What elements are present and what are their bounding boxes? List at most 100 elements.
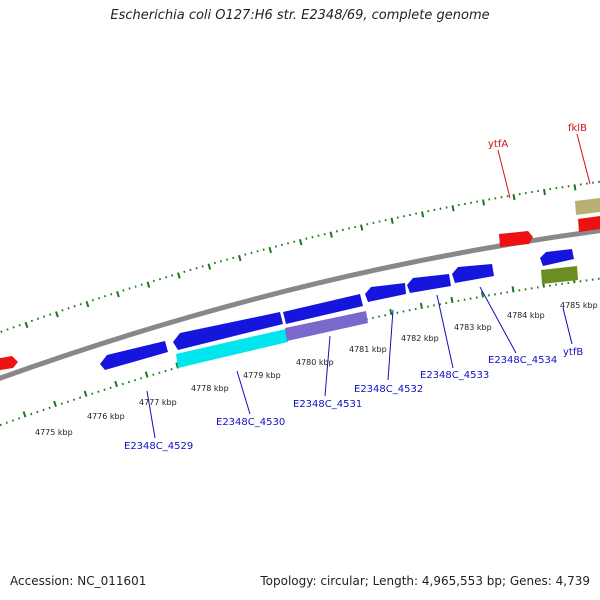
inner-tick	[109, 386, 112, 390]
outer-tick	[189, 268, 192, 272]
inner-tick	[97, 390, 100, 393]
outer-tick	[299, 239, 303, 246]
outer-tick	[49, 313, 52, 316]
outer-tick	[158, 277, 162, 281]
outer-tick	[128, 287, 131, 290]
gene-label-E2348C_4531[interactable]: E2348C_4531	[293, 399, 362, 410]
inner-tick	[140, 377, 143, 380]
outer-tick	[165, 276, 168, 279]
outer-tick	[122, 289, 125, 292]
feature-olive-region[interactable]	[541, 266, 578, 284]
leader-E2348C_4531	[324, 335, 331, 397]
inner-tick	[103, 388, 106, 391]
feature-fklB-tan[interactable]	[575, 198, 600, 215]
outer-tick	[256, 250, 259, 253]
outer-tick	[274, 245, 277, 248]
outer-tick	[451, 205, 455, 212]
gene-label-E2348C_4530[interactable]: E2348C_4530	[216, 417, 285, 428]
inner-tick	[144, 371, 149, 378]
scale-label: 4781 kbp	[349, 345, 387, 354]
inner-tick	[152, 373, 155, 376]
outer-tick	[177, 272, 181, 279]
outer-tick	[55, 311, 59, 318]
feature-cyan-region[interactable]	[176, 329, 288, 368]
outer-tick	[543, 188, 546, 196]
outer-tick	[61, 309, 64, 312]
outer-tick	[104, 295, 107, 298]
feature-purple-region[interactable]	[285, 311, 368, 341]
outer-tick	[18, 323, 21, 327]
inner-tick	[5, 421, 8, 424]
inner-tick	[170, 368, 173, 371]
outer-tick	[201, 265, 204, 268]
scale-label: 4778 kbp	[191, 384, 229, 393]
outer-tick	[262, 248, 265, 251]
outer-tick	[183, 270, 186, 273]
outer-tick	[6, 328, 9, 331]
outer-tick	[219, 260, 223, 263]
outer-tick	[482, 199, 486, 206]
outer-tick	[73, 305, 76, 308]
inner-tick	[114, 380, 118, 388]
outer-tick	[30, 319, 34, 323]
inner-tick	[30, 412, 33, 416]
outer-tick	[24, 321, 29, 329]
outer-tick	[36, 317, 40, 320]
leader-fklB	[576, 133, 591, 185]
inner-tick	[36, 410, 39, 414]
gene-label-ytfB[interactable]: ytfB	[563, 347, 583, 358]
scale-label: 4780 kbp	[296, 358, 334, 367]
inner-tick	[72, 398, 76, 401]
scale-label: 4777 kbp	[139, 398, 177, 407]
feature-left-red[interactable]	[0, 356, 18, 371]
feature-ytfA[interactable]	[499, 231, 533, 247]
gene-label-E2348C_4532[interactable]: E2348C_4532	[354, 384, 423, 395]
outer-tick	[0, 330, 3, 333]
feature-E2348C_4530-a[interactable]	[173, 312, 283, 350]
outer-tick	[140, 283, 143, 286]
scale-label: 4775 kbp	[35, 428, 73, 437]
gene-label-E2348C_4529[interactable]: E2348C_4529	[124, 441, 193, 452]
inner-tick	[419, 302, 423, 309]
outer-tick	[329, 231, 333, 238]
outer-tick	[171, 274, 174, 277]
gene-label-ytfA[interactable]: ytfA	[488, 139, 508, 150]
feature-fklB-red[interactable]	[578, 216, 600, 232]
gene-label-E2348C_4534[interactable]: E2348C_4534	[488, 355, 557, 366]
inner-tick	[480, 291, 484, 298]
outer-tick	[91, 298, 94, 302]
outer-tick	[573, 184, 577, 191]
outer-tick	[134, 285, 137, 288]
inner-tick	[53, 400, 57, 408]
feature-E2348C_4529[interactable]	[100, 341, 168, 370]
feature-E2348C_4533[interactable]	[407, 274, 451, 293]
leader-ytfB	[562, 307, 573, 345]
outer-tick	[97, 297, 101, 300]
feature-E2348C_4534[interactable]	[452, 264, 494, 283]
outer-tick	[67, 307, 70, 310]
leader-E2348C_4532	[387, 309, 394, 381]
gene-label-E2348C_4533[interactable]: E2348C_4533	[420, 370, 489, 381]
feature-E2348C_4532[interactable]	[365, 283, 406, 302]
inner-tick	[127, 380, 130, 384]
outer-tick	[512, 193, 516, 201]
accession-label: Accession: NC_011601	[10, 574, 147, 588]
scale-label: 4785 kbp	[560, 301, 598, 310]
feature-ytfB[interactable]	[540, 249, 574, 266]
outer-tick	[12, 326, 15, 329]
outer-tick	[238, 254, 242, 262]
gene-label-fklB[interactable]: fklB	[568, 123, 587, 134]
inner-tick	[164, 369, 167, 373]
inner-tick	[450, 296, 454, 304]
outer-tick	[152, 279, 155, 283]
outer-tick	[110, 293, 113, 296]
map-title: Escherichia coli O127:H6 str. E2348/69, …	[110, 8, 490, 23]
outer-tick	[250, 251, 253, 255]
leader-ytfA	[497, 149, 511, 199]
inner-tick	[17, 417, 21, 420]
outer-tick	[360, 224, 364, 231]
feature-E2348C_4530-b[interactable]	[283, 294, 363, 324]
inner-tick	[133, 379, 137, 382]
inner-tick	[11, 419, 15, 422]
